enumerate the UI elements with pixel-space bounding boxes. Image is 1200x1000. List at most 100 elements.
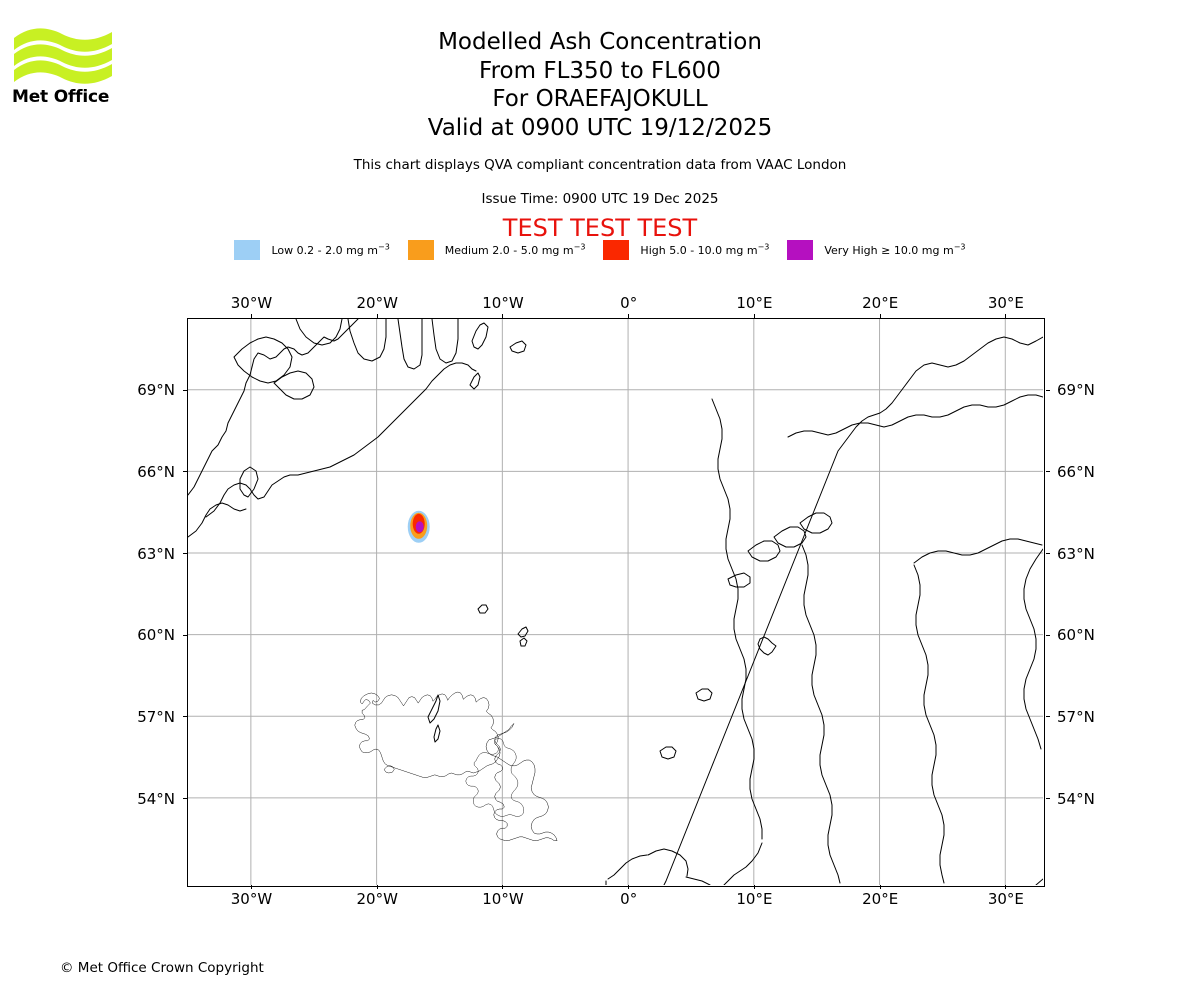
legend-swatch-medium <box>407 240 434 260</box>
coastline-greenland-inner <box>205 362 477 518</box>
coastline-baltic-states <box>1035 878 1043 885</box>
lat-tick-label-right: 66°N <box>1057 462 1095 481</box>
lon-tick-mark-top <box>628 313 630 318</box>
lon-tick-label-bottom: 0° <box>620 890 638 908</box>
coastline-scandinavia-norway-coast <box>663 336 1043 885</box>
coastline-jan-mayen <box>509 340 527 354</box>
lat-tick-mark-right <box>1045 553 1050 555</box>
copyright-notice: © Met Office Crown Copyright <box>60 960 264 976</box>
issue-time-label: Issue Time: 0900 UTC 19 Dec 2025 <box>481 191 719 207</box>
legend-label-low: Low 0.2 - 2.0 mg m−3 <box>271 241 390 257</box>
lon-tick-label-bottom: 20°W <box>356 890 398 908</box>
lat-tick-mark-left <box>182 716 187 718</box>
coastline-finland-north <box>913 538 1043 564</box>
coastline-scotland-east <box>685 876 711 885</box>
coastline-sweden-baltic <box>723 842 763 885</box>
lon-tick-label-bottom: 30°E <box>987 890 1024 908</box>
chart-title-block: Modelled Ash Concentration From FL350 to… <box>0 28 1200 142</box>
lat-tick-label-right: 57°N <box>1057 707 1095 726</box>
coastline-greenland-fjord-f <box>431 319 459 364</box>
title-flight-levels: From FL350 to FL600 <box>479 57 721 84</box>
coastline-bothnia-west <box>801 544 841 884</box>
coastline-shetland-b <box>469 372 481 390</box>
lon-tick-label-top: 0° <box>620 294 638 312</box>
lat-tick-label-left: 60°N <box>137 626 175 645</box>
lon-tick-mark-bottom <box>628 884 630 889</box>
legend-item-very-high: Very High ≥ 10.0 mg m−3 <box>787 240 966 260</box>
coastline-norway-north-arctic <box>787 394 1043 438</box>
coastline-faroe-islands <box>517 626 529 638</box>
coastline-greenland-fjord-a <box>233 336 293 384</box>
coastline-britain-main <box>485 723 558 841</box>
lon-tick-mark-bottom <box>753 884 755 889</box>
legend-item-low: Low 0.2 - 2.0 mg m−3 <box>234 240 390 260</box>
title-volcano: For ORAEFAJOKULL <box>492 86 708 112</box>
lat-tick-label-left: 63°N <box>137 544 175 563</box>
coastline-orkney <box>477 604 489 614</box>
lat-tick-mark-right <box>1045 471 1050 473</box>
coastline-layer <box>188 319 1043 885</box>
coastline-finland-east <box>1023 548 1043 750</box>
coastline-iceland <box>354 691 501 778</box>
coastline-lofoten-a <box>747 540 781 562</box>
lat-tick-mark-left <box>182 798 187 800</box>
lat-tick-mark-right <box>1045 634 1050 636</box>
lat-tick-mark-left <box>182 634 187 636</box>
lon-tick-label-bottom: 20°E <box>862 890 899 908</box>
coastline-scotland-sw <box>605 880 607 885</box>
map-plot-area[interactable] <box>187 318 1045 887</box>
lon-tick-mark-top <box>879 313 881 318</box>
ash-concentration-map[interactable]: 30°W 30°W 20°W 20°W 10°W 10°W 0° 0° 10°E 10°E 20°E… <box>137 294 1095 908</box>
lon-tick-mark-bottom <box>250 884 252 889</box>
lon-tick-label-bottom: 10°W <box>482 890 524 908</box>
lon-tick-label-bottom: 30°W <box>230 890 273 908</box>
coastline-shetland <box>471 322 489 350</box>
coastline-scotland <box>465 738 524 817</box>
page-title: Modelled Ash Concentration <box>438 29 762 55</box>
legend-swatch-low <box>234 240 261 260</box>
lat-tick-mark-left <box>182 389 187 391</box>
coastline-scotland-north <box>647 848 689 877</box>
coastline-scotland-west <box>607 854 648 880</box>
lon-tick-label-top: 30°W <box>230 294 273 312</box>
lat-tick-label-right: 60°N <box>1057 626 1095 645</box>
lat-tick-label-left: 54°N <box>137 789 175 808</box>
coastline-norway-sweden-border <box>711 398 763 840</box>
lon-tick-label-bottom: 10°E <box>736 890 773 908</box>
coastline-norway-island-a <box>695 688 713 702</box>
coastline-lofoten-b <box>773 526 807 548</box>
map-gridlines <box>188 319 1043 885</box>
lon-tick-mark-bottom <box>502 884 504 889</box>
lat-tick-mark-left <box>182 553 187 555</box>
lon-tick-mark-bottom <box>1005 884 1007 889</box>
met-office-logo-text: Met Office <box>12 87 110 107</box>
lon-tick-mark-top <box>1005 313 1007 318</box>
coastline-iceland-nw-detail <box>383 765 395 774</box>
lat-tick-mark-right <box>1045 716 1050 718</box>
lon-tick-mark-top <box>502 313 504 318</box>
map-canvas <box>188 319 1043 885</box>
lon-tick-mark-top <box>753 313 755 318</box>
coastline-lofoten-c <box>799 512 833 534</box>
lon-tick-mark-bottom <box>376 884 378 889</box>
coastline-greenland-tip <box>239 466 259 498</box>
coastline-finland-west <box>913 564 945 884</box>
chart-subtitle: This chart displays QVA compliant concen… <box>353 157 847 173</box>
legend-item-medium: Medium 2.0 - 5.0 mg m−3 <box>407 240 586 260</box>
legend-label-medium: Medium 2.0 - 5.0 mg m−3 <box>444 241 586 257</box>
coastline-lofoten-d <box>727 572 751 588</box>
lon-tick-label-top: 10°E <box>736 294 773 312</box>
lon-tick-label-top: 10°W <box>482 294 524 312</box>
legend-item-high: High 5.0 - 10.0 mg m−3 <box>603 240 769 260</box>
lat-tick-mark-right <box>1045 798 1050 800</box>
coastline-faroe-islands-2 <box>519 637 528 647</box>
lat-tick-label-left: 57°N <box>137 707 175 726</box>
lat-tick-label-right: 63°N <box>1057 544 1095 563</box>
title-valid-time: Valid at 0900 UTC 19/12/2025 <box>427 114 773 141</box>
legend-swatch-very-high <box>787 240 814 260</box>
legend-label-very-high: Very High ≥ 10.0 mg m−3 <box>824 241 966 257</box>
coastline-greenland <box>188 319 359 496</box>
lon-tick-label-top: 20°E <box>862 294 899 312</box>
lat-tick-mark-left <box>182 471 187 473</box>
coastline-outer-hebrides-b <box>433 724 441 743</box>
